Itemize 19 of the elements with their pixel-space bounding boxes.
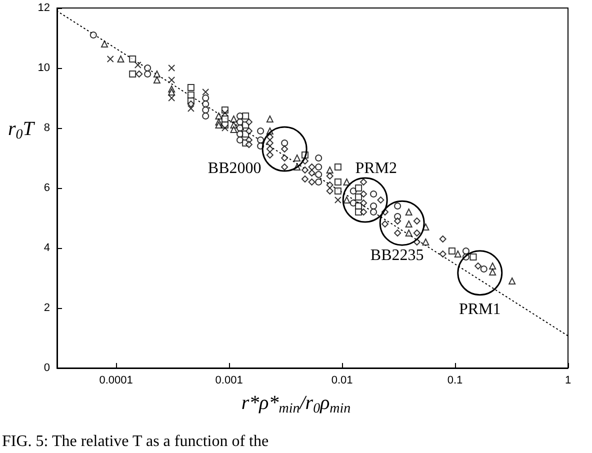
y-tick-label: 12 [38, 2, 50, 14]
x-tick-label: 0.001 [215, 374, 243, 386]
y-tick-label: 0 [44, 362, 50, 374]
x-tick-label: 0.01 [331, 374, 353, 386]
annotation: PRM2 [355, 160, 397, 177]
x-tick-label: 0.1 [447, 374, 463, 386]
y-tick-label: 6 [44, 182, 50, 194]
y-tick-label: 2 [44, 302, 50, 314]
annotation: BB2000 [208, 160, 262, 177]
y-axis-title: r$_{0}$T [8, 118, 34, 142]
annotation: PRM1 [458, 300, 501, 318]
y-tick-label: 4 [44, 242, 50, 254]
caption: FIG. 5: The relative T as a function of the [2, 433, 269, 451]
x-tick-label: 1 [564, 374, 572, 386]
x-tick-label: 0.0001 [99, 374, 133, 386]
annotation: BB2235 [370, 247, 424, 264]
y-tick-label: 8 [44, 122, 50, 134]
y-tick-label: 10 [38, 62, 50, 74]
x-axis-title: r*ρ*$_{min}$/r$_{0}$ρ$_{min}$ [240, 392, 352, 416]
